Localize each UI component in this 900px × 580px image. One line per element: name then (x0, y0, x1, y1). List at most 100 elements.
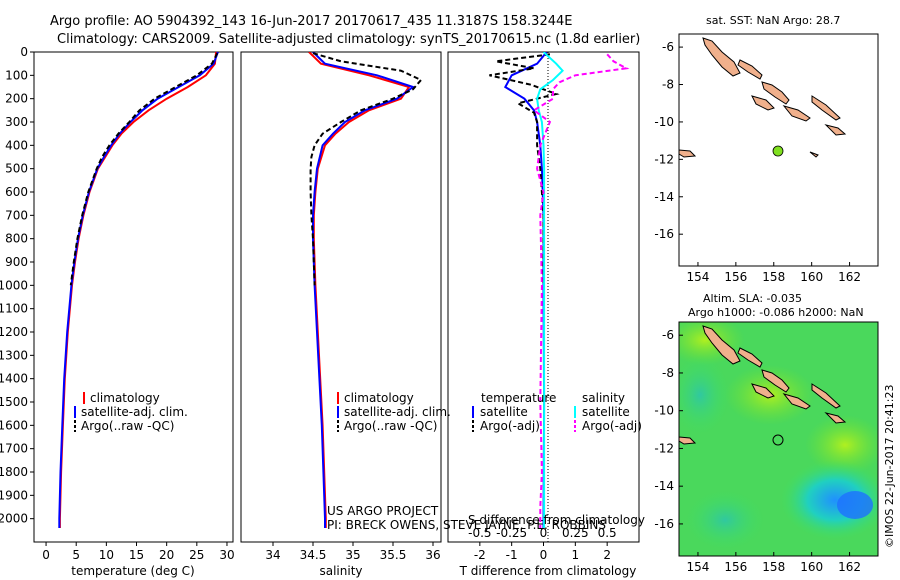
sla-map-title-2: Argo h1000: -0.086 h2000: NaN (688, 306, 864, 319)
difference-legend: temperature salinity satellite Argo(-adj… (472, 391, 642, 433)
legend-argo: Argo(..raw -QC) (81, 419, 174, 433)
imos-credit: ©IMOS 22-Jun-2017 20:41:23 (883, 384, 896, 548)
legend-climatology: climatology (90, 391, 160, 405)
series-line-satellite-adj-clim (58, 52, 219, 528)
map-x-tick-label: 158 (762, 560, 785, 574)
depth-tick-label: 600 (5, 185, 28, 199)
salinity-x-label: salinity (319, 564, 362, 578)
difference-series (489, 52, 630, 529)
salinity-diff-tick-label: -0.5 (468, 526, 491, 540)
island-choiseul (737, 59, 763, 80)
map-y-tick-label: -10 (654, 115, 674, 129)
sst-map-panel: sat. SST: NaN Argo: 28.7 154 156 158 160 162… (654, 14, 879, 284)
sla-island-western (679, 436, 697, 445)
diff-legend-t-argo: Argo(-adj) (480, 419, 540, 433)
sla-island-guadalcanal (782, 393, 811, 410)
sla-map-islands (679, 325, 847, 445)
sla-map-axes: 154 156 158 160 162 -6 -8 -10 -12 -14 -16 (654, 328, 861, 574)
sla-field-low-se (780, 460, 878, 540)
x-tick-label: 10 (99, 548, 114, 562)
island-western (678, 149, 697, 158)
difference-x-label: T difference from climatology (459, 564, 637, 578)
header-line-2: Climatology: CARS2009. Satellite-adjuste… (57, 32, 640, 47)
difference-panel: -2 -1 0 1 2 -0.5 -0.25 0 0.25 0.5 T difference fr… (447, 51, 645, 578)
series-line-t-satellite (503, 52, 548, 529)
sla-field-high-east (805, 415, 878, 475)
island-isabel (761, 81, 790, 105)
sst-map-title: sat. SST: NaN Argo: 28.7 (706, 14, 840, 27)
depth-tick-label: 200 (5, 92, 28, 106)
island-malaita (811, 95, 841, 121)
salinity-diff-tick-label: -0.25 (496, 526, 527, 540)
temperature-series (58, 52, 219, 528)
map-y-tick-label: -10 (654, 404, 674, 418)
depth-tick-label: 0 (20, 45, 28, 59)
map-y-tick-label: -12 (654, 441, 674, 455)
sal-legend-climatology: climatology (344, 391, 414, 405)
sla-map-frame (678, 321, 879, 557)
x-tick-label: 5 (72, 548, 80, 562)
sla-field-low-sw (685, 490, 765, 550)
x-tick-label: 30 (219, 548, 234, 562)
sla-field-low-west (679, 355, 730, 435)
depth-tick-label: 2000 (0, 512, 28, 526)
island-makira (824, 124, 847, 136)
x-tick-label: 0 (42, 548, 50, 562)
map-y-tick-label: -14 (654, 479, 674, 493)
sal-legend-satellite: satellite-adj. clim. (344, 405, 451, 419)
depth-tick-label: 1200 (0, 325, 28, 339)
map-x-tick-label: 162 (838, 560, 861, 574)
sla-map-title-1: Altim. SLA: -0.035 (703, 292, 802, 305)
x-tick-label: -1 (506, 548, 518, 562)
map-x-tick-label: 154 (686, 270, 709, 284)
x-tick-label: 35.5 (380, 548, 407, 562)
temperature-legend: climatology satellite-adj. clim. Argo(..… (74, 391, 188, 433)
series-line-climatology (308, 52, 411, 528)
map-x-tick-label: 160 (800, 560, 823, 574)
diff-legend-s-argo: Argo(-adj) (582, 419, 642, 433)
depth-tick-label: 1400 (0, 372, 28, 386)
depth-tick-label: 1500 (0, 395, 28, 409)
depth-tick-label: 700 (5, 208, 28, 222)
x-tick-label: 25 (189, 548, 204, 562)
x-tick-label: 35 (345, 548, 360, 562)
series-line-s-argo-adj (532, 53, 630, 528)
x-tick-label: 34 (265, 548, 280, 562)
depth-tick-label: 1300 (0, 348, 28, 362)
salinity-diff-tick-label: 0 (540, 526, 548, 540)
salinity-panel: 34 34.5 35 35.5 36 salinity climatology sate… (240, 51, 606, 578)
map-y-tick-label: -12 (654, 152, 674, 166)
sla-map-panel: Altim. SLA: -0.035 Argo h1000: -0.086 h2… (654, 292, 879, 574)
salinity-legend: climatology satellite-adj. clim. Argo(..… (337, 391, 451, 433)
depth-tick-label: 100 (5, 68, 28, 82)
sla-island-bougainville (702, 325, 741, 365)
series-line-t-argo-adj (489, 53, 560, 286)
map-y-tick-label: -8 (662, 366, 674, 380)
map-x-tick-label: 154 (686, 560, 709, 574)
map-y-tick-label: -16 (654, 227, 674, 241)
temperature-panel: 0100200300400500600700800900100011001200… (0, 45, 235, 578)
sla-field-low-core (837, 491, 873, 519)
depth-tick-label: 400 (5, 138, 28, 152)
map-y-tick-label: -14 (654, 190, 674, 204)
legend-satellite: satellite-adj. clim. (81, 405, 188, 419)
sla-island-makira (824, 412, 847, 424)
salinity-diff-tick-label: 0.25 (562, 526, 589, 540)
depth-tick-label: 300 (5, 115, 28, 129)
x-tick-label: -2 (474, 548, 486, 562)
temperature-x-axis: 0 5 10 15 20 25 30 (42, 542, 235, 562)
salinity-axes-frame (240, 51, 442, 543)
sla-map-field (679, 322, 878, 556)
difference-x-label-salinity: S difference from climatology (468, 513, 645, 527)
salinity-series (308, 52, 423, 528)
map-x-tick-label: 160 (800, 270, 823, 284)
island-rennell (809, 151, 819, 158)
depth-tick-label: 1100 (0, 302, 28, 316)
diff-legend-salinity-heading: salinity (582, 391, 625, 405)
x-tick-label: 1 (572, 548, 580, 562)
depth-axis: 0 100 200 300 400 500 600 700 800 900 1000 1100 1200… (0, 45, 34, 526)
map-y-tick-label: -6 (662, 328, 674, 342)
sla-island-newgeorgia (751, 383, 775, 399)
x-tick-label: 15 (129, 548, 144, 562)
